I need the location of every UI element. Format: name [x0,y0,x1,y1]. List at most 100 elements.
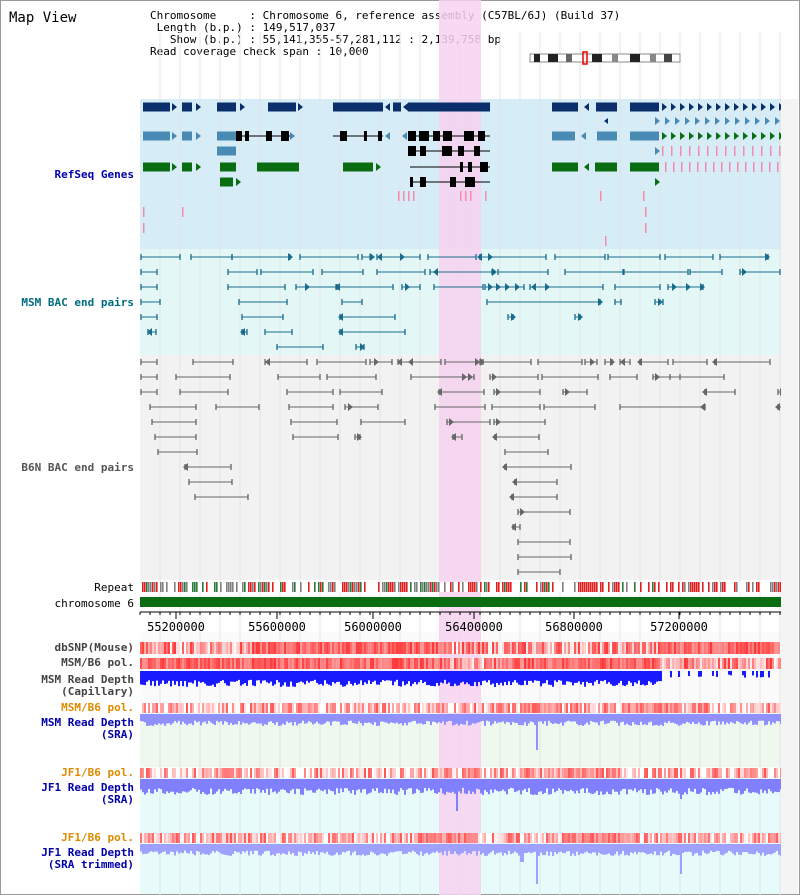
heat-cell [614,768,616,778]
depth-bar [294,779,296,794]
track-label-msm-bac[interactable]: MSM BAC end pairs [21,296,134,309]
heat-cell [728,642,730,654]
track-label-jf1-b6-pol-2[interactable]: JF1/B6 pol. [61,831,134,844]
repeat-mark [496,582,498,592]
depth-bar [312,671,314,681]
track-label-b6n-bac[interactable]: B6N BAC end pairs [21,461,134,474]
depth-bar [452,714,454,726]
heat-cell [340,658,342,669]
depth-bar [656,671,658,682]
depth-bar [734,779,736,793]
heat-cell [276,833,278,843]
depth-bar [680,844,682,874]
heat-cell [388,833,390,843]
depth-bar [728,779,730,788]
track-label-jf1-b6-pol[interactable]: JF1/B6 pol. [61,766,134,779]
depth-bar [588,844,590,854]
track-label-msm-b6-pol[interactable]: MSM/B6 pol. [61,656,134,669]
heat-cell [212,833,214,843]
track-label-jf1-depth-trim[interactable]: JF1 Read Depth [41,846,134,859]
depth-bar [326,844,328,852]
heat-cell [496,642,498,654]
heat-cell [292,833,294,843]
heat-cell [328,658,330,669]
depth-bar [340,671,342,685]
depth-bar [464,844,466,852]
heat-cell [718,658,720,669]
heat-cell [442,658,444,669]
depth-bar [520,779,522,795]
heat-cell [616,642,618,654]
heat-cell [460,703,462,713]
heat-cell [152,642,154,654]
heat-cell [622,658,624,669]
heat-cell [596,658,598,669]
heat-cell [160,703,162,713]
depth-bar [262,844,264,854]
track-label-jf1-depth-sra[interactable]: JF1 Read Depth [41,781,134,794]
heat-cell [172,642,174,654]
depth-bar [558,844,560,853]
heat-cell [668,768,670,778]
track-label-msm-b6-pol-2[interactable]: MSM/B6 pol. [61,701,134,714]
heat-cell [660,658,662,669]
heat-cell [440,642,442,654]
heat-cell [714,703,716,713]
heat-cell [466,768,468,778]
heat-cell [670,703,672,713]
depth-bar [204,844,206,855]
depth-bar [476,714,478,723]
track-label-msm-depth-cap[interactable]: MSM Read Depth [41,673,134,686]
heat-cell [254,768,256,778]
track-label-msm-depth-sra[interactable]: MSM Read Depth [41,716,134,729]
depth-bar [752,671,754,676]
strand-arrow [462,373,467,381]
depth-bar [470,779,472,794]
depth-bar [460,671,462,683]
heat-cell [270,658,272,669]
gene-tick [600,191,602,201]
depth-bar [362,714,364,726]
depth-bar [430,779,432,791]
heat-cell [542,833,544,843]
heat-cell [178,703,180,713]
depth-bar [212,714,214,724]
depth-bar [620,671,622,681]
gene-tick [485,191,487,201]
heat-cell [668,642,670,654]
heat-cell [440,768,442,778]
gene-exon [410,177,413,187]
heat-cell [506,658,508,669]
depth-bar [428,844,430,855]
heat-cell [512,768,514,778]
heat-cell [658,658,660,669]
depth-bar [552,714,554,725]
heat-cell [148,833,150,843]
depth-bar [266,671,268,683]
heat-cell [324,642,326,654]
depth-bar [762,714,764,721]
depth-bar [220,844,222,854]
repeat-mark [384,582,386,592]
depth-bar [432,714,434,722]
heat-cell [592,642,594,654]
heat-cell [248,658,250,669]
heat-cell [332,768,334,778]
heat-cell [520,833,522,843]
depth-bar [460,779,462,794]
heat-cell [204,703,206,713]
track-label-refseq[interactable]: RefSeq Genes [54,168,134,181]
strand-arrow [742,268,747,276]
depth-bar [206,844,208,855]
coverage-value: 10,000 [328,45,369,58]
heat-cell [298,768,300,778]
heat-cell [238,833,240,843]
track-label-dbsnp[interactable]: dbSNP(Mouse) [54,641,134,654]
heat-cell [482,768,484,778]
repeat-mark [452,582,454,592]
heat-cell [416,703,418,713]
depth-bar [600,779,602,792]
heat-cell [436,833,438,843]
heat-cell [612,768,614,778]
